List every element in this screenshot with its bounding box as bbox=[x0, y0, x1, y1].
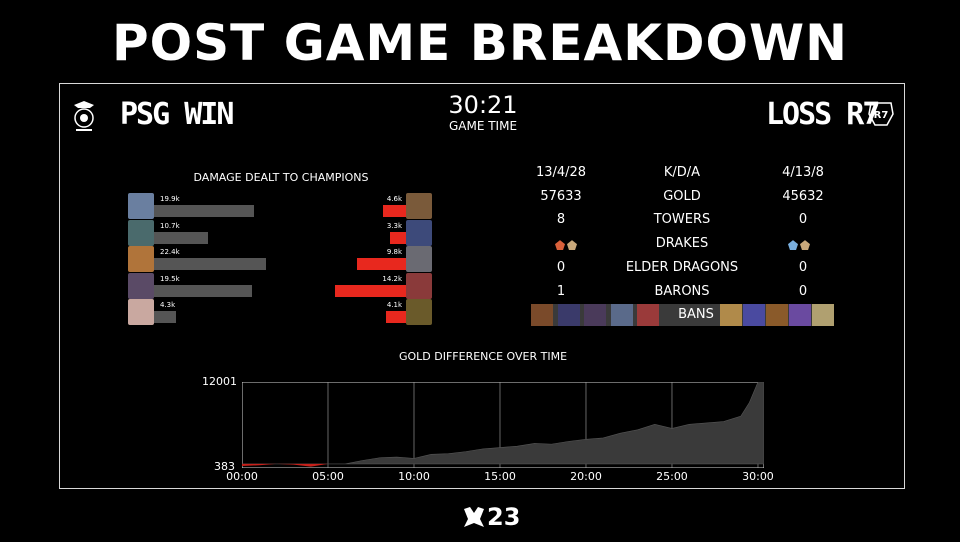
left-ban-champion-icon bbox=[531, 304, 553, 326]
right-player-portrait bbox=[406, 193, 432, 219]
stat-left-elder-dragons: 0 bbox=[556, 259, 566, 275]
right-damage-bar bbox=[357, 258, 406, 270]
left-player-portrait bbox=[128, 193, 154, 219]
left-damage-label: 19.9k bbox=[160, 195, 180, 203]
gold-chart-title: GOLD DIFFERENCE OVER TIME bbox=[398, 350, 568, 363]
stat-right-towers: 0 bbox=[798, 212, 808, 228]
right-damage-bar bbox=[389, 231, 406, 244]
right-damage-label: 9.8k bbox=[386, 248, 402, 256]
stat-label-barons: BARONS bbox=[654, 283, 710, 299]
svg-text:R7: R7 bbox=[874, 110, 889, 121]
left-player-portrait bbox=[128, 299, 154, 325]
left-player-portrait bbox=[128, 272, 154, 299]
gold-x-tick-label: 05:00 bbox=[312, 470, 344, 483]
left-damage-label: 19.5k bbox=[160, 274, 180, 283]
stat-right-barons: 0 bbox=[798, 283, 808, 299]
right-player-portrait bbox=[406, 272, 432, 299]
left-damage-label: 22.4k bbox=[160, 248, 180, 256]
right-damage-bar bbox=[385, 311, 406, 323]
right-ban-champion-icon bbox=[812, 304, 834, 326]
left-ban-champion-icon bbox=[637, 304, 659, 326]
right-damage-label: 3.3k bbox=[386, 221, 402, 230]
gold-x-tick-label: 10:00 bbox=[398, 470, 430, 483]
stat-label-k-d-a: K/D/A bbox=[663, 165, 701, 180]
left-damage-bar bbox=[154, 205, 254, 217]
left-player-portrait bbox=[128, 246, 154, 272]
mountain-drake-icon bbox=[800, 240, 810, 251]
right-team-result: LOSS R7 bbox=[766, 97, 880, 132]
gold-positive-area bbox=[242, 382, 764, 465]
bans-label: BANS bbox=[678, 307, 714, 322]
gold-y-min-label: 383 bbox=[214, 460, 235, 473]
infernal-drake-icon bbox=[555, 240, 565, 251]
stat-label-drakes: DRAKES bbox=[655, 236, 709, 252]
gold-y-max-label: 12001 bbox=[202, 375, 237, 388]
ocean-drake-icon bbox=[788, 240, 798, 251]
stat-left-barons: 1 bbox=[556, 283, 566, 299]
worlds-year: 23 bbox=[487, 503, 521, 531]
stat-right-elder-dragons: 0 bbox=[798, 259, 808, 275]
stat-label-gold: GOLD bbox=[663, 188, 701, 204]
gold-negative-area bbox=[242, 463, 764, 467]
left-damage-bar bbox=[154, 284, 252, 297]
right-damage-bar bbox=[383, 205, 406, 217]
stat-label-elder-dragons: ELDER DRAGONS bbox=[625, 259, 739, 275]
left-ban-champion-icon bbox=[610, 304, 633, 326]
stat-left-gold: 57633 bbox=[540, 188, 582, 204]
damage-chart-title: DAMAGE DEALT TO CHAMPIONS bbox=[193, 171, 369, 184]
left-damage-bar bbox=[154, 311, 176, 323]
gold-difference-chart bbox=[242, 382, 764, 468]
right-player-portrait bbox=[406, 299, 432, 325]
left-ban-champion-icon bbox=[557, 304, 580, 326]
game-time: 30:21 bbox=[448, 91, 518, 119]
left-ban-champion-icon bbox=[584, 304, 606, 326]
left-damage-label: 10.7k bbox=[160, 221, 180, 230]
stat-left-k-d-a: 13/4/28 bbox=[535, 165, 587, 180]
gold-x-tick-label: 25:00 bbox=[656, 470, 688, 483]
stat-right-k-d-a: 4/13/8 bbox=[782, 165, 824, 180]
right-ban-champion-icon bbox=[789, 304, 811, 326]
gold-x-tick-label: 15:00 bbox=[484, 470, 516, 483]
left-player-portrait bbox=[128, 219, 154, 246]
right-ban-champion-icon bbox=[743, 304, 765, 326]
right-player-portrait bbox=[406, 219, 432, 246]
right-player-portrait bbox=[406, 246, 432, 272]
left-damage-bar bbox=[154, 258, 266, 270]
right-ban-champion-icon bbox=[766, 304, 788, 326]
right-damage-label: 14.2k bbox=[382, 274, 402, 283]
left-damage-bar bbox=[154, 231, 208, 244]
gold-x-tick-label: 30:00 bbox=[742, 470, 774, 483]
stat-left-towers: 8 bbox=[556, 212, 566, 228]
mountain-drake-icon bbox=[567, 240, 577, 251]
stat-right-gold: 45632 bbox=[782, 188, 824, 204]
right-damage-bar bbox=[335, 284, 406, 297]
page-title: POST GAME BREAKDOWN bbox=[112, 14, 848, 72]
right-damage-label: 4.6k bbox=[386, 195, 402, 203]
gold-x-tick-label: 20:00 bbox=[570, 470, 602, 483]
left-damage-label: 4.3k bbox=[160, 301, 176, 309]
right-ban-champion-icon bbox=[720, 304, 742, 326]
stat-label-towers: TOWERS bbox=[653, 212, 711, 228]
right-damage-label: 4.1k bbox=[386, 301, 402, 309]
game-time-label: GAME TIME bbox=[448, 119, 518, 133]
left-team-result: PSG WIN bbox=[120, 97, 234, 132]
r7-logo-icon: R7 bbox=[868, 102, 894, 126]
psg-talon-logo-icon bbox=[74, 101, 94, 131]
breakdown-panel bbox=[59, 83, 905, 489]
worlds-2023-logo-icon bbox=[464, 507, 484, 527]
gold-x-tick-label: 00:00 bbox=[226, 470, 258, 483]
